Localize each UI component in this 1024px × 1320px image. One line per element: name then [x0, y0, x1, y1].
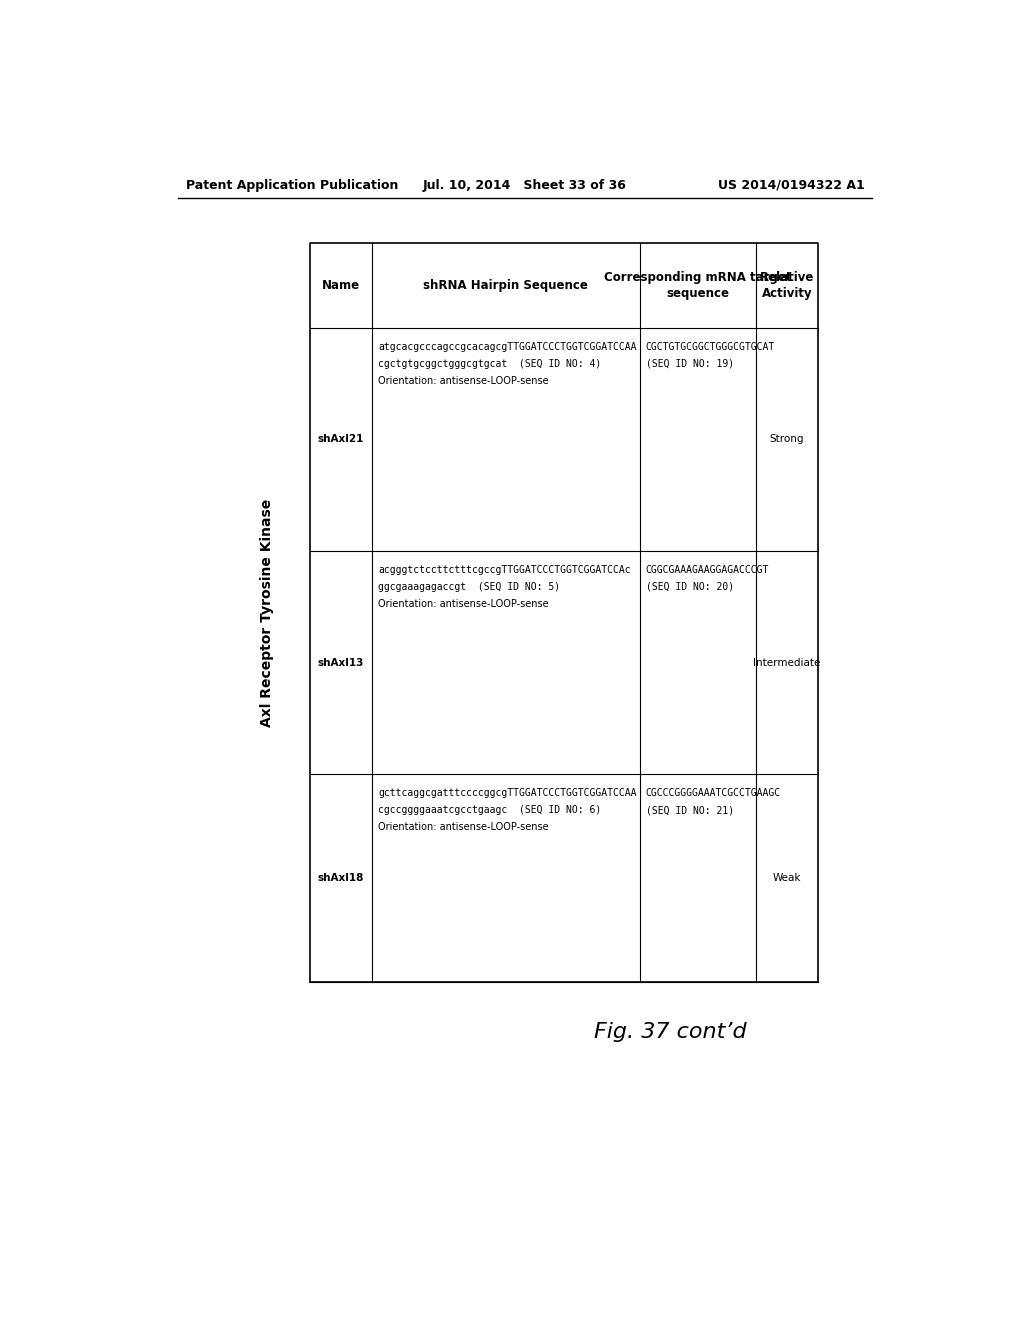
Text: US 2014/0194322 A1: US 2014/0194322 A1 — [718, 178, 864, 191]
Text: shAxl13: shAxl13 — [317, 657, 365, 668]
Text: shAxl18: shAxl18 — [317, 874, 365, 883]
Text: atgcacgcccagccgcacagcgTTGGATCCCTGGTCGGATCCAA: atgcacgcccagccgcacagcgTTGGATCCCTGGTCGGAT… — [378, 342, 637, 351]
Text: gcttcaggcgatttccccggcgTTGGATCCCTGGTCGGATCCAA: gcttcaggcgatttccccggcgTTGGATCCCTGGTCGGAT… — [378, 788, 637, 799]
Text: CGCTGTGCGGCTGGGCGTGCAT: CGCTGTGCGGCTGGGCGTGCAT — [646, 342, 775, 351]
Text: Relative
Activity: Relative Activity — [760, 271, 814, 300]
Text: Corresponding mRNA target
sequence: Corresponding mRNA target sequence — [604, 271, 792, 300]
Text: (SEQ ID NO: 19): (SEQ ID NO: 19) — [646, 359, 734, 368]
Text: CGCCCGGGGAAATCGCCTGAAGC: CGCCCGGGGAAATCGCCTGAAGC — [646, 788, 781, 799]
Text: (SEQ ID NO: 21): (SEQ ID NO: 21) — [646, 805, 734, 816]
Text: acgggtctccttctttcgccgTTGGATCCCTGGTCGGATCCAc: acgggtctccttctttcgccgTTGGATCCCTGGTCGGATC… — [378, 565, 631, 576]
Text: shRNA Hairpin Sequence: shRNA Hairpin Sequence — [423, 279, 588, 292]
Text: Intermediate: Intermediate — [753, 657, 820, 668]
Text: Name: Name — [323, 279, 360, 292]
Text: (SEQ ID NO: 20): (SEQ ID NO: 20) — [646, 582, 734, 591]
Text: cgccggggaaatcgcctgaagc  (SEQ ID NO: 6): cgccggggaaatcgcctgaagc (SEQ ID NO: 6) — [378, 805, 601, 816]
Text: Fig. 37 cont’d: Fig. 37 cont’d — [594, 1023, 746, 1043]
Text: CGGCGAAAGAAGGAGACCCGT: CGGCGAAAGAAGGAGACCCGT — [646, 565, 769, 576]
Text: Strong: Strong — [769, 434, 804, 445]
Text: Jul. 10, 2014   Sheet 33 of 36: Jul. 10, 2014 Sheet 33 of 36 — [423, 178, 627, 191]
Text: Weak: Weak — [772, 874, 801, 883]
Text: Orientation: antisense-LOOP-sense: Orientation: antisense-LOOP-sense — [378, 599, 549, 609]
Text: cgctgtgcggctgggcgtgcat  (SEQ ID NO: 4): cgctgtgcggctgggcgtgcat (SEQ ID NO: 4) — [378, 359, 601, 368]
Text: Orientation: antisense-LOOP-sense: Orientation: antisense-LOOP-sense — [378, 376, 549, 385]
Text: Axl Receptor Tyrosine Kinase: Axl Receptor Tyrosine Kinase — [260, 499, 274, 727]
Text: Patent Application Publication: Patent Application Publication — [186, 178, 398, 191]
Text: ggcgaaagagaccgt  (SEQ ID NO: 5): ggcgaaagagaccgt (SEQ ID NO: 5) — [378, 582, 560, 591]
Text: shAxl21: shAxl21 — [317, 434, 365, 445]
Text: Orientation: antisense-LOOP-sense: Orientation: antisense-LOOP-sense — [378, 822, 549, 832]
